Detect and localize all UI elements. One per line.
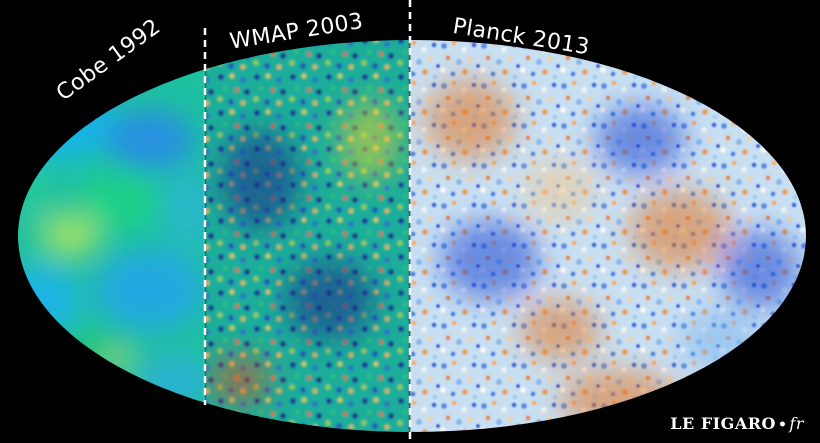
planck-map	[410, 40, 806, 432]
le-figaro-credit: LE FIGARO • fr	[670, 414, 804, 433]
wmap-map	[205, 40, 410, 432]
credit-name: LE FIGARO	[670, 414, 776, 433]
credit-separator: •	[777, 417, 788, 433]
credit-suffix: fr	[789, 414, 804, 433]
